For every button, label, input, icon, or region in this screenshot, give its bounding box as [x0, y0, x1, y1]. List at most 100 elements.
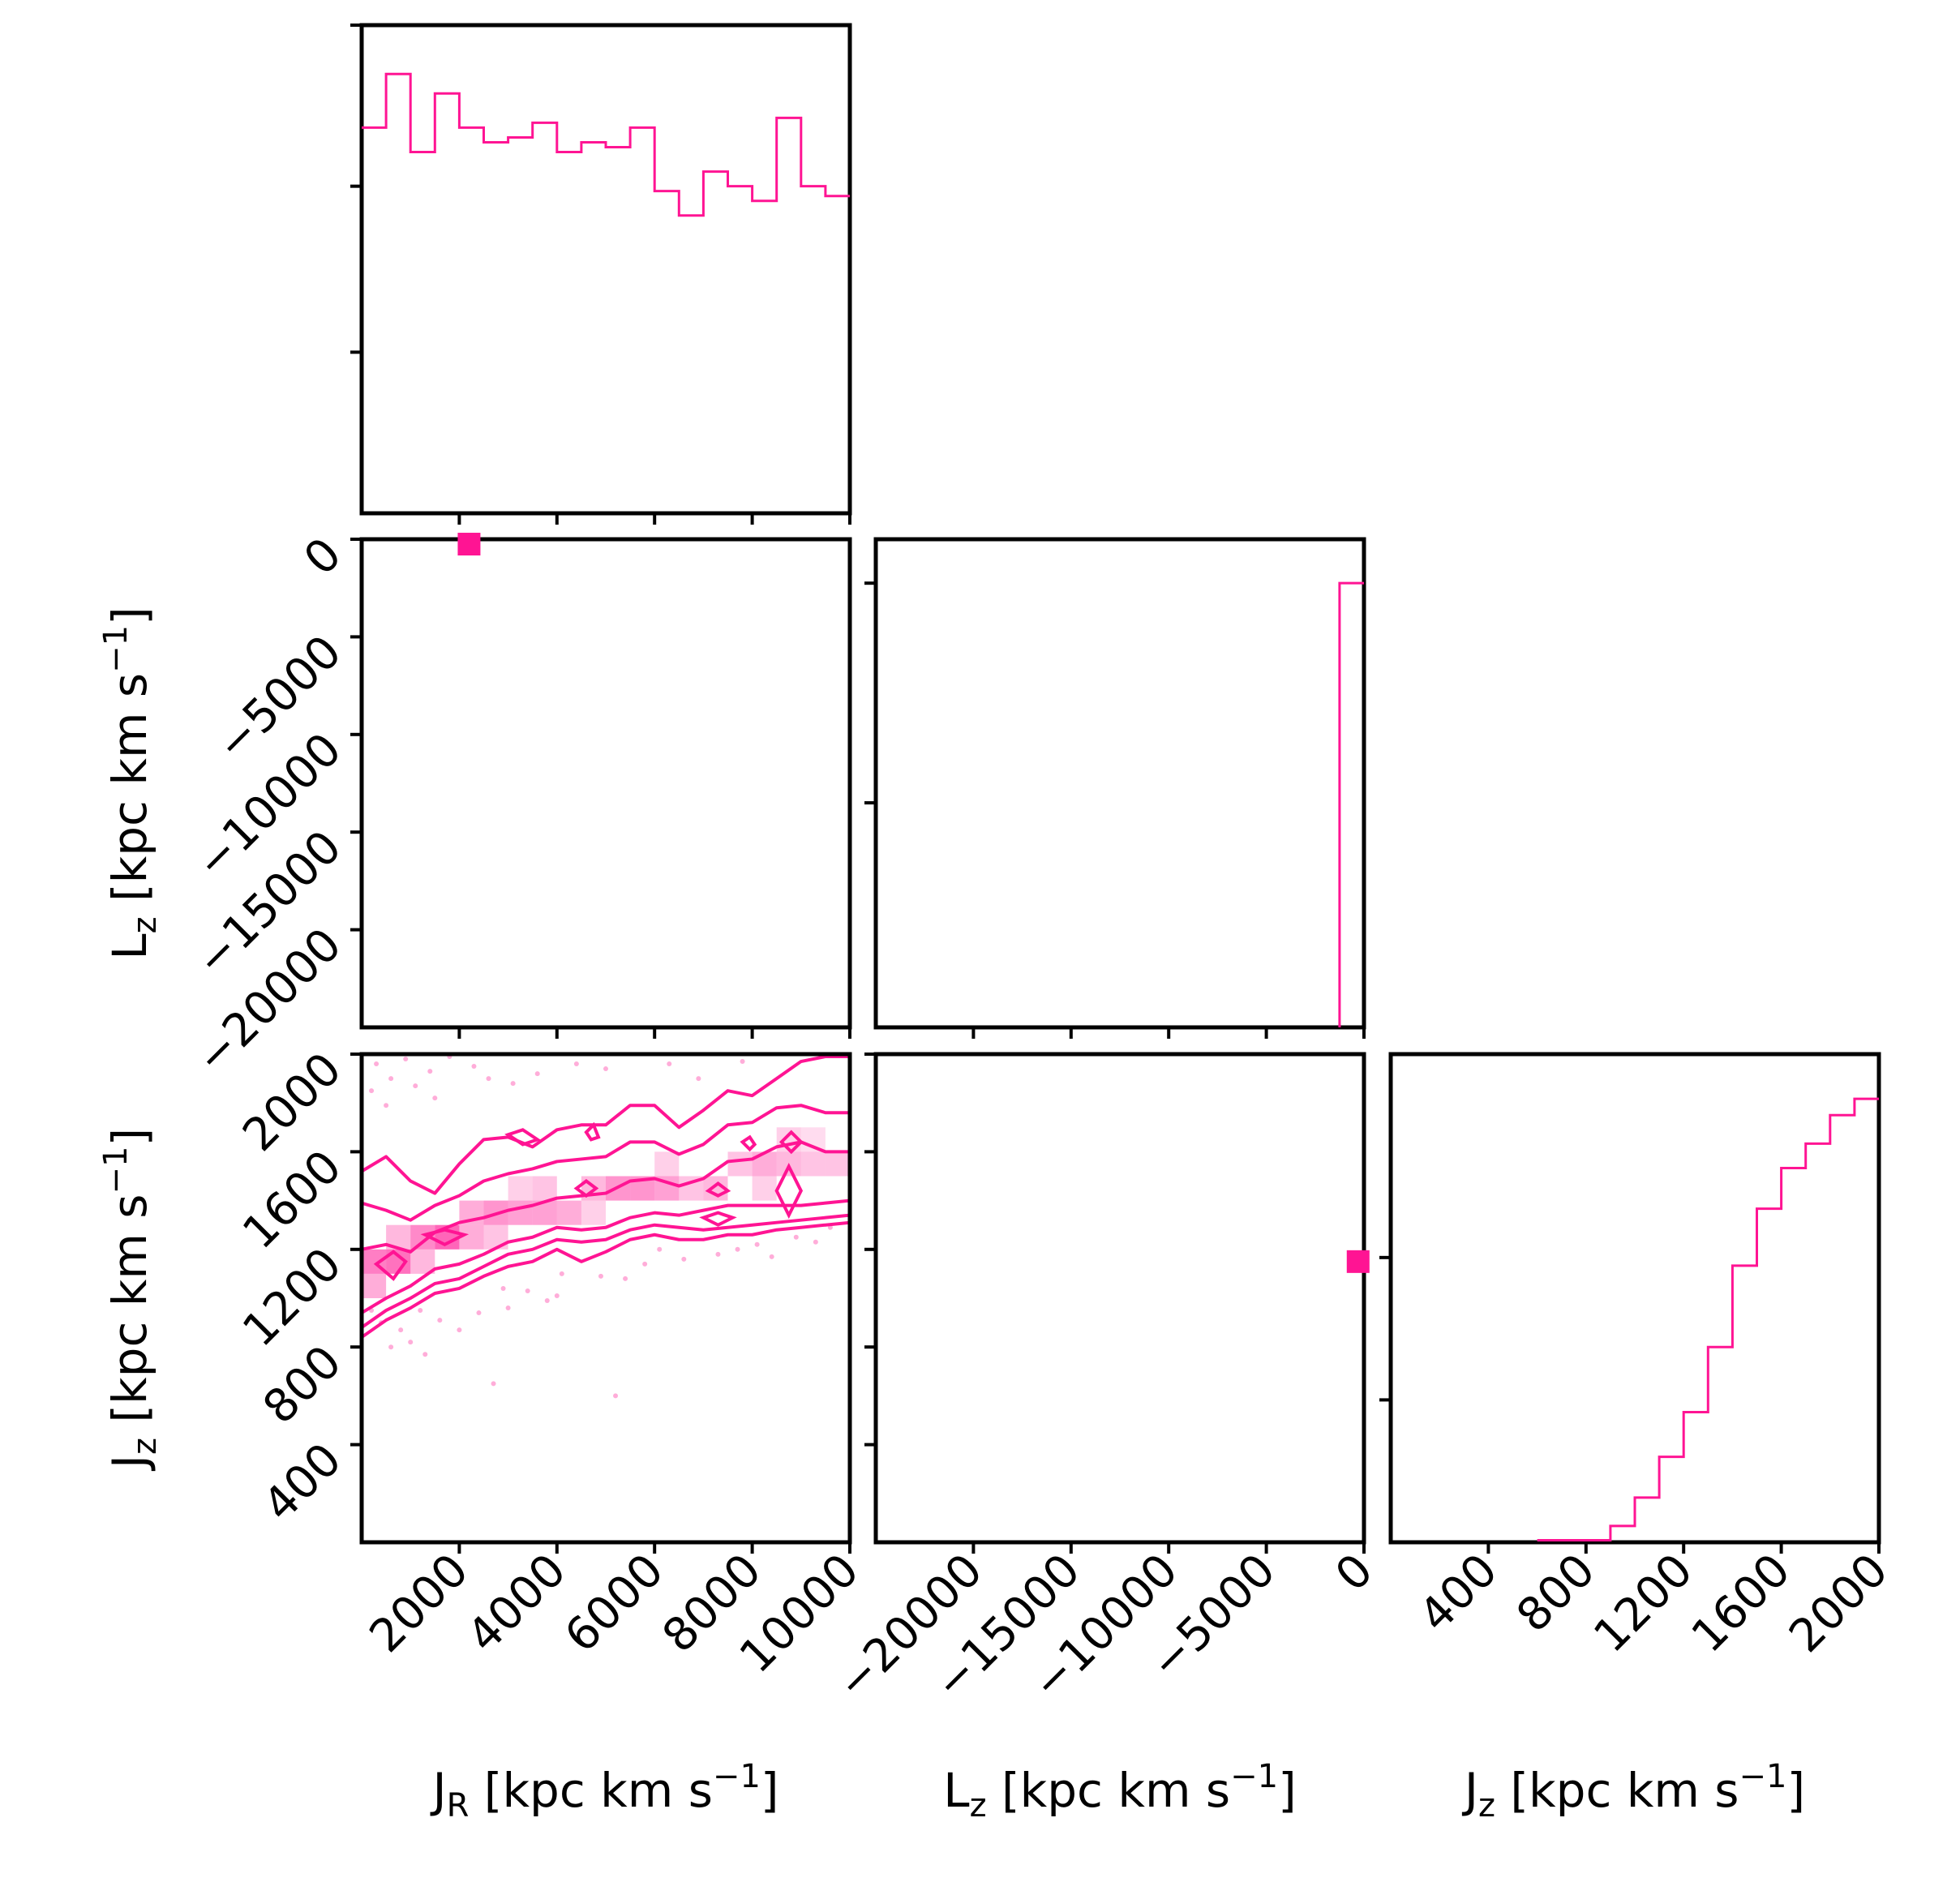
density-cell	[532, 1176, 557, 1201]
x-tick-label: 2000	[360, 1544, 479, 1663]
density-scatter-point	[510, 1081, 516, 1087]
density-scatter-point	[457, 1327, 462, 1333]
panel-frame	[873, 1052, 1366, 1545]
density-cell	[752, 1176, 777, 1201]
contour-island	[705, 1181, 731, 1198]
contour-third	[362, 1140, 850, 1315]
density-cell	[654, 1151, 680, 1177]
panel-jr-histogram	[350, 23, 852, 525]
y-tick-label: 2000	[233, 1043, 352, 1162]
density-scatter-point	[491, 1381, 496, 1387]
lz-jz-ticks: −20000−15000−10000−5000 0	[826, 1053, 1383, 1710]
contour-island	[699, 1211, 737, 1227]
density-scatter-point	[554, 1293, 560, 1298]
jz-histogram-marks	[1537, 1097, 1879, 1541]
jr-lz-point	[457, 533, 481, 556]
density-scatter-point	[623, 1275, 628, 1281]
panel-lz-histogram	[864, 537, 1366, 1039]
density-cell	[410, 1249, 435, 1274]
density-scatter-point	[388, 1076, 394, 1082]
density-scatter-point	[500, 1285, 506, 1291]
density-scatter-point	[696, 1076, 701, 1082]
contour-island	[504, 1128, 542, 1147]
panel-frame	[359, 537, 852, 1030]
density-cell	[825, 1151, 850, 1177]
y-tick-label: 400	[253, 1434, 352, 1533]
x-axis-label-jz: Jz [kpc km s−1]	[1462, 1758, 1805, 1824]
density-scatter-point	[534, 1071, 540, 1077]
density-scatter-point	[573, 1061, 579, 1067]
panel-frame	[873, 537, 1366, 1030]
density-cell	[508, 1200, 533, 1225]
density-scatter-point	[374, 1061, 380, 1067]
density-scatter-point	[418, 1308, 423, 1314]
density-scatter-point	[427, 1069, 433, 1074]
density-cell	[508, 1176, 533, 1201]
y-tick-label: 1600	[233, 1140, 352, 1259]
density-scatter-point	[408, 1340, 414, 1345]
contour-island	[740, 1134, 757, 1152]
lz-histogram-step	[1338, 581, 1364, 1027]
density-scatter-point	[740, 1059, 745, 1065]
density-scatter-point	[559, 1271, 564, 1276]
lz-histogram-ticks	[864, 581, 1366, 1039]
density-scatter-point	[754, 1241, 760, 1247]
lz-jz-marks	[1346, 1250, 1370, 1273]
panel-lz-jz: −20000−15000−10000−5000 0	[826, 1052, 1383, 1710]
density-scatter-point	[437, 1318, 443, 1323]
density-scatter-point	[369, 1088, 375, 1094]
panel-frame	[359, 23, 852, 516]
jz-histogram-step	[1537, 1097, 1879, 1541]
jr-jz-marks	[362, 1054, 850, 1399]
density-cell	[581, 1200, 606, 1225]
density-cell	[459, 1224, 484, 1250]
contour-island	[420, 1228, 470, 1247]
density-scatter-point	[657, 1246, 663, 1252]
density-scatter-point	[544, 1298, 550, 1304]
density-scatter-point	[642, 1261, 648, 1267]
density-scatter-point	[403, 1057, 409, 1062]
x-tick-label: 1600	[1682, 1544, 1801, 1663]
x-tick-label: 0	[1326, 1544, 1383, 1601]
y-axis-label-jz: Jz [kpc km s−1]	[97, 1128, 164, 1471]
jr-histogram-step	[362, 72, 850, 217]
x-tick-label: 6000	[555, 1544, 674, 1663]
density-scatter-point	[388, 1344, 394, 1350]
contour-second	[362, 1104, 850, 1330]
density-scatter-point	[486, 1076, 491, 1082]
contour-outer	[362, 1055, 850, 1340]
density-scatter-point	[603, 1066, 608, 1072]
density-scatter-point	[598, 1273, 603, 1279]
density-scatter-point	[715, 1251, 721, 1257]
density-cell	[727, 1151, 753, 1177]
x-tick-label: 1200	[1584, 1544, 1703, 1663]
x-tick-label: 400	[1409, 1544, 1508, 1643]
density-scatter-point	[471, 1064, 477, 1070]
density-scatter-point	[432, 1095, 438, 1101]
density-scatter-point	[422, 1352, 428, 1357]
density-scatter-point	[667, 1061, 672, 1067]
panel-frame	[1388, 1052, 1881, 1545]
density-scatter-point	[813, 1239, 818, 1245]
x-tick-label: 2000	[1779, 1544, 1898, 1663]
lz-jz-point	[1346, 1250, 1370, 1273]
jr-histogram-ticks	[350, 24, 851, 525]
density-scatter-point	[735, 1246, 740, 1252]
contour-island	[373, 1250, 408, 1281]
density-cell	[362, 1273, 387, 1298]
density-cell	[483, 1224, 508, 1250]
y-tick-label: 1200	[233, 1238, 352, 1357]
density-scatter-point	[398, 1327, 404, 1333]
contour-island	[774, 1162, 804, 1220]
y-axis-label-lz: Lz [kpc km s−1]	[97, 607, 164, 959]
density-scatter-point	[505, 1305, 511, 1311]
density-cell	[556, 1200, 581, 1225]
lz-histogram-marks	[1338, 581, 1364, 1027]
density-scatter-point	[384, 1103, 389, 1108]
